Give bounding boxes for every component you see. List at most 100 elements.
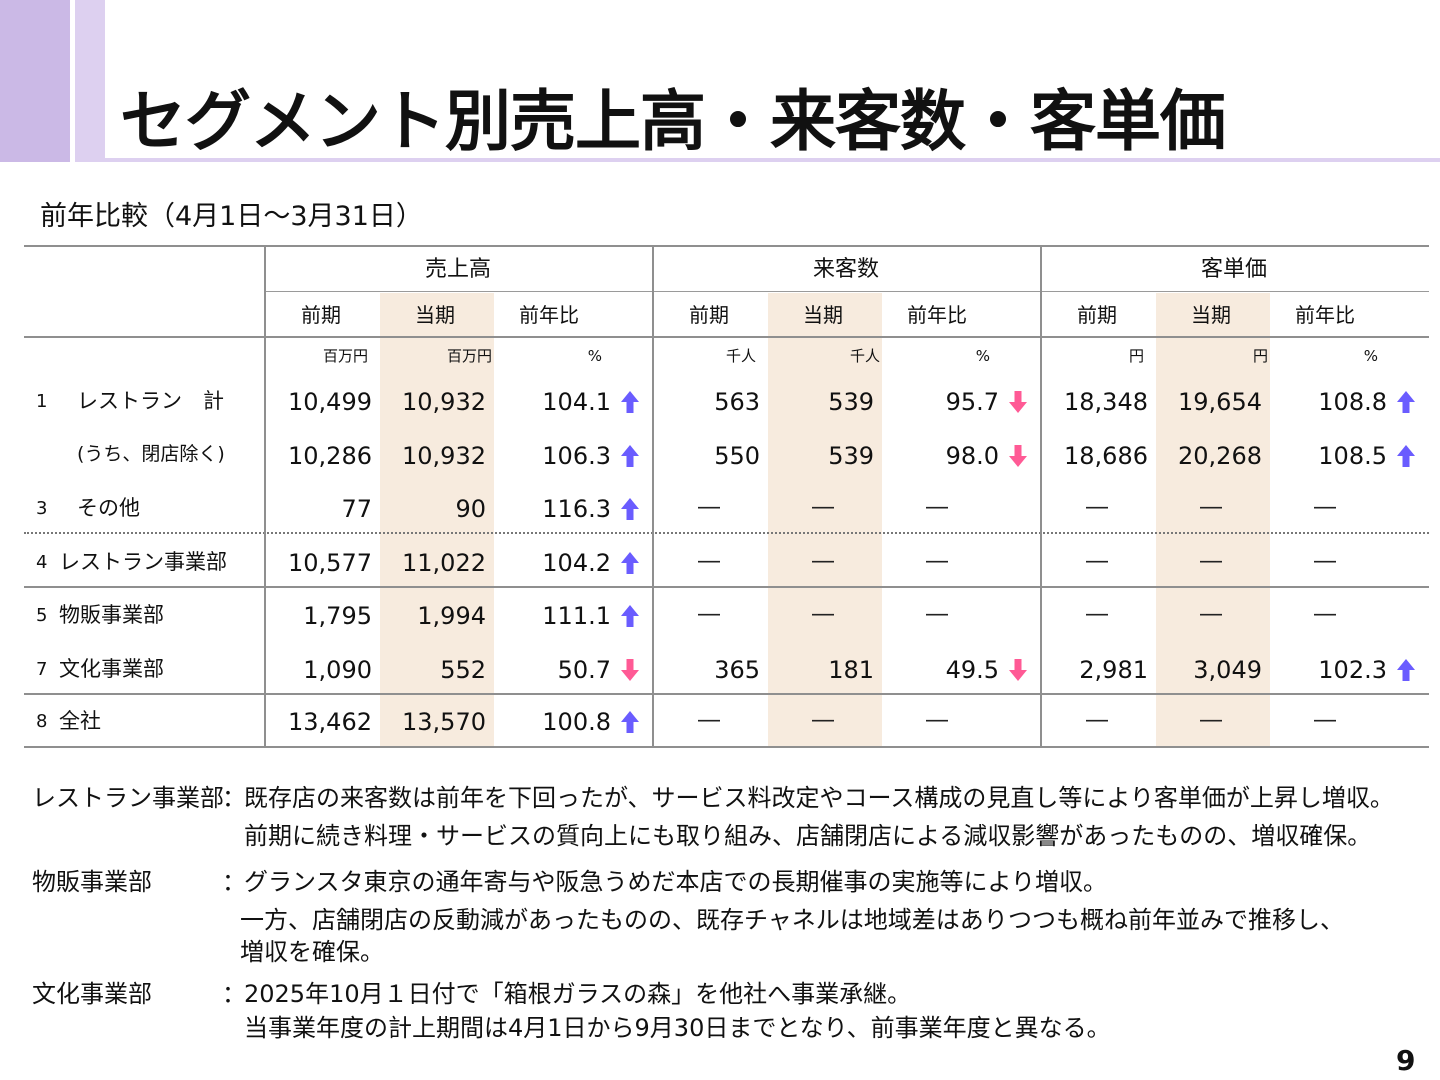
- current-period-value: 11,022: [402, 549, 486, 577]
- note-line: 当事業年度の計上期間は4月1日から9月30日までとなり、前事業年度と異なる。: [244, 1014, 1111, 1042]
- empty-cell: ―: [1314, 495, 1336, 520]
- yoy-value: 108.8: [1318, 388, 1387, 416]
- current-period-shade: [1156, 293, 1270, 748]
- empty-cell: ―: [1086, 495, 1108, 520]
- current-period-value: 539: [828, 388, 874, 416]
- yoy-value: 104.1: [542, 388, 611, 416]
- empty-cell: ―: [1314, 549, 1336, 574]
- prior-period-value: 18,686: [1064, 442, 1148, 470]
- row-number: 7: [36, 659, 48, 680]
- yoy-value: 102.3: [1318, 656, 1387, 684]
- row-label: 全社: [59, 709, 101, 733]
- sub-header: 前年比: [1295, 303, 1355, 327]
- prior-period-value: 2,981: [1079, 656, 1148, 684]
- yoy-value: 50.7: [557, 656, 611, 684]
- empty-cell: ―: [698, 708, 720, 733]
- trend-down-arrow-icon: [1009, 391, 1027, 413]
- current-period-shade: [380, 293, 494, 748]
- sub-header: 前期: [1077, 303, 1117, 327]
- column-divider: [264, 245, 266, 748]
- trend-down-arrow-icon: [1009, 445, 1027, 467]
- sub-header: 当期: [1191, 303, 1231, 327]
- prior-period-value: 563: [714, 388, 760, 416]
- current-period-value: 10,932: [402, 442, 486, 470]
- empty-cell: ―: [812, 602, 834, 627]
- empty-cell: ―: [926, 549, 948, 574]
- row-label: 物販事業部: [59, 603, 164, 627]
- note-colon: ：: [222, 868, 246, 896]
- prior-period-value: 77: [341, 495, 372, 523]
- note-label: 物販事業部: [32, 868, 152, 896]
- trend-up-arrow-icon: [621, 711, 639, 733]
- empty-cell: ―: [698, 549, 720, 574]
- trend-up-arrow-icon: [621, 391, 639, 413]
- empty-cell: ―: [1200, 708, 1222, 733]
- empty-cell: ―: [698, 495, 720, 520]
- unit-label: 百万円: [322, 347, 368, 365]
- current-period-value: 19,654: [1178, 388, 1262, 416]
- trend-up-arrow-icon: [1397, 659, 1415, 681]
- note-line: グランスタ東京の通年寄与や阪急うめだ本店での長期催事の実施等により増収。: [244, 868, 1108, 896]
- empty-cell: ―: [1086, 708, 1108, 733]
- trend-up-arrow-icon: [621, 605, 639, 627]
- prior-period-value: 550: [714, 442, 760, 470]
- row-label: (うち、閉店除く): [77, 443, 225, 465]
- header-divider: [264, 291, 1429, 292]
- group-header: 来客数: [812, 257, 880, 282]
- prior-period-value: 1,795: [303, 602, 372, 630]
- prior-period-value: 18,348: [1064, 388, 1148, 416]
- current-period-value: 13,570: [402, 708, 486, 736]
- row-divider-dotted: [24, 532, 1429, 534]
- current-period-value: 552: [440, 656, 486, 684]
- page-number: 9: [1396, 1044, 1416, 1077]
- trend-up-arrow-icon: [621, 498, 639, 520]
- note-line: 前期に続き料理・サービスの質向上にも取り組み、店舗閉店による減収影響があったもの…: [244, 822, 1372, 850]
- empty-cell: ―: [926, 708, 948, 733]
- table-bottom-border: [24, 746, 1429, 748]
- yoy-value: 104.2: [542, 549, 611, 577]
- empty-cell: ―: [926, 602, 948, 627]
- empty-cell: ―: [1314, 602, 1336, 627]
- row-label: レストラン 計: [77, 389, 224, 413]
- empty-cell: ―: [1314, 708, 1336, 733]
- unit-label: 円: [1252, 347, 1268, 365]
- note-line: 既存店の来客数は前年を下回ったが、サービス料改定やコース構成の見直し等により客単…: [244, 784, 1394, 812]
- unit-label: 円: [1128, 347, 1144, 365]
- group-header: 売上高: [424, 257, 492, 282]
- current-period-value: 10,932: [402, 388, 486, 416]
- unit-label: %: [587, 347, 602, 365]
- trend-up-arrow-icon: [1397, 445, 1415, 467]
- column-divider: [652, 245, 654, 748]
- current-period-value: 181: [828, 656, 874, 684]
- current-period-value: 539: [828, 442, 874, 470]
- yoy-value: 100.8: [542, 708, 611, 736]
- yoy-value: 95.7: [945, 388, 999, 416]
- row-divider: [24, 693, 1429, 695]
- row-number: 4: [36, 552, 48, 573]
- note-label: レストラン事業部: [32, 784, 224, 812]
- header-bottom-border: [24, 336, 1429, 338]
- current-period-value: 20,268: [1178, 442, 1262, 470]
- empty-cell: ―: [1200, 549, 1222, 574]
- prior-period-value: 365: [714, 656, 760, 684]
- title-underline: [105, 158, 1440, 162]
- prior-period-value: 1,090: [303, 656, 372, 684]
- title-accent-bar-dark: [0, 0, 70, 162]
- yoy-value: 98.0: [945, 442, 999, 470]
- sub-header: 前年比: [907, 303, 967, 327]
- row-divider: [24, 586, 1429, 588]
- sub-header: 当期: [415, 303, 455, 327]
- note-colon: ：: [222, 980, 246, 1008]
- empty-cell: ―: [1200, 602, 1222, 627]
- segment-table: 売上高 前期 当期 前年比 百万円 百万円% 来客数 前期 当期 前年比 千人 千人% 客単価 前期 当期 前…: [24, 245, 1429, 748]
- trend-up-arrow-icon: [621, 445, 639, 467]
- prior-period-value: 10,499: [288, 388, 372, 416]
- table-top-border: [24, 245, 1429, 247]
- table-subtitle: 前年比較（4月1日～3月31日）: [40, 201, 423, 232]
- page-title: セグメント別売上高・来客数・客単価: [120, 83, 1226, 160]
- trend-down-arrow-icon: [621, 659, 639, 681]
- prior-period-value: 10,286: [288, 442, 372, 470]
- empty-cell: ―: [926, 495, 948, 520]
- column-divider: [1040, 245, 1042, 748]
- current-period-value: 3,049: [1193, 656, 1262, 684]
